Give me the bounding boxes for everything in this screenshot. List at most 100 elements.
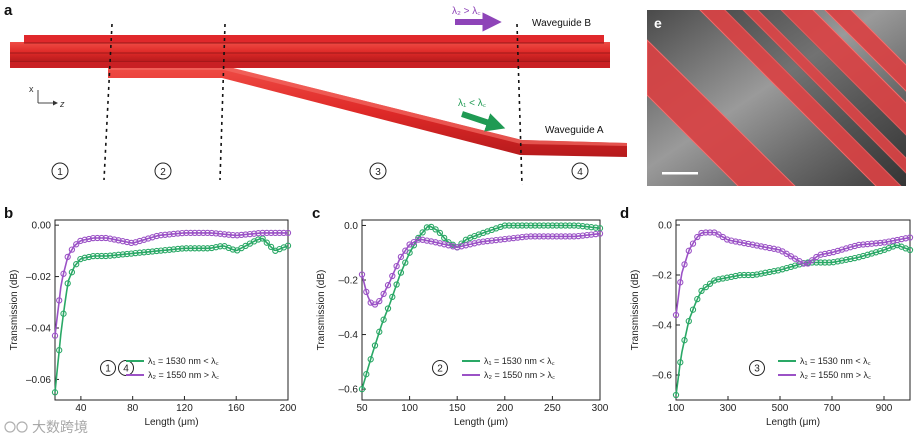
data-point bbox=[527, 222, 534, 229]
data-point bbox=[779, 266, 786, 273]
data-point bbox=[531, 233, 539, 240]
data-point bbox=[234, 232, 241, 239]
x-tick-label: 160 bbox=[228, 403, 245, 414]
panel-label-a: a bbox=[4, 2, 13, 19]
data-point bbox=[745, 240, 752, 248]
data-point bbox=[706, 280, 714, 287]
data-point bbox=[449, 243, 457, 250]
data-point bbox=[183, 229, 190, 237]
data-point bbox=[200, 245, 207, 252]
x-tick-label: 150 bbox=[449, 403, 466, 414]
data-point bbox=[267, 243, 275, 251]
data-point bbox=[458, 243, 465, 250]
watermark-logo-icon bbox=[4, 421, 16, 433]
x-tick-label: 80 bbox=[127, 403, 139, 414]
data-point bbox=[102, 252, 109, 260]
chart-c: 50 100 150 200 250 300 0.0 –0.2 –0.4 –0.6 Length (… bbox=[316, 219, 609, 428]
data-point bbox=[246, 230, 254, 238]
data-point bbox=[843, 245, 850, 252]
data-point bbox=[480, 238, 487, 245]
legend-region-marker bbox=[432, 360, 448, 376]
data-point bbox=[149, 248, 156, 255]
data-point bbox=[685, 317, 692, 325]
data-point bbox=[847, 244, 854, 251]
data-point bbox=[783, 264, 790, 272]
series-line bbox=[361, 224, 601, 390]
y-axis-title: Transmission (dB) bbox=[9, 270, 20, 351]
data-point bbox=[592, 230, 599, 238]
data-point bbox=[592, 224, 599, 231]
data-point bbox=[851, 254, 858, 262]
y-tick-label: –0.06 bbox=[26, 375, 51, 386]
data-point bbox=[518, 222, 526, 229]
data-point bbox=[136, 237, 143, 245]
plot-frame bbox=[54, 219, 289, 401]
data-point bbox=[123, 238, 131, 246]
data-point bbox=[85, 253, 93, 261]
legend-entry: λ₂ = 1550 nm > λ꜀ bbox=[800, 370, 871, 380]
data-point bbox=[191, 245, 198, 252]
svg-text:4: 4 bbox=[577, 167, 583, 178]
data-point bbox=[740, 239, 748, 247]
data-point bbox=[510, 222, 517, 229]
data-point bbox=[566, 222, 573, 229]
waveguide-b-shape bbox=[10, 35, 610, 68]
data-point bbox=[217, 230, 224, 237]
data-point bbox=[855, 241, 863, 249]
data-point bbox=[174, 230, 182, 237]
x-tick-label: 100 bbox=[401, 403, 418, 414]
data-point bbox=[728, 237, 735, 244]
data-point bbox=[208, 244, 215, 252]
x-tick-label: 200 bbox=[280, 403, 297, 414]
waveguide-a-shape bbox=[108, 66, 627, 157]
panel-label-e: e bbox=[654, 15, 662, 31]
data-point bbox=[51, 389, 59, 396]
data-point bbox=[770, 245, 778, 252]
data-point bbox=[136, 249, 143, 256]
data-point bbox=[740, 271, 748, 279]
legend-region-number: 2 bbox=[437, 364, 443, 375]
data-point bbox=[384, 305, 392, 312]
series-2 bbox=[672, 229, 914, 319]
legend-region-marker bbox=[749, 360, 765, 376]
data-point bbox=[380, 290, 387, 298]
data-point bbox=[204, 229, 211, 237]
data-point bbox=[128, 239, 135, 247]
arrow-a-label: λ₁ < λ꜀ bbox=[458, 98, 487, 109]
legend-entry: λ₂ = 1550 nm > λ꜀ bbox=[148, 370, 219, 380]
section-dividers bbox=[103, 23, 523, 186]
data-point bbox=[540, 222, 547, 229]
data-point bbox=[677, 359, 684, 366]
data-point bbox=[826, 249, 833, 257]
data-point bbox=[358, 385, 366, 393]
data-point bbox=[762, 269, 769, 276]
data-point bbox=[906, 246, 914, 254]
data-point bbox=[894, 236, 901, 244]
data-point bbox=[115, 237, 122, 244]
data-point bbox=[864, 240, 871, 248]
data-point bbox=[527, 233, 534, 240]
data-point bbox=[536, 233, 543, 240]
series-2 bbox=[358, 230, 604, 308]
data-point bbox=[753, 242, 760, 249]
data-point bbox=[808, 257, 816, 264]
data-point bbox=[376, 297, 383, 305]
data-point bbox=[140, 249, 148, 256]
data-point bbox=[81, 236, 88, 243]
data-point bbox=[557, 233, 565, 240]
data-point bbox=[596, 230, 604, 237]
data-point bbox=[570, 233, 578, 240]
data-point bbox=[505, 222, 513, 229]
data-point bbox=[821, 259, 829, 266]
data-point bbox=[800, 260, 807, 267]
data-point bbox=[698, 229, 705, 237]
panel-label-b: b bbox=[4, 205, 13, 222]
data-point bbox=[475, 239, 482, 246]
y-tick-label: 0.0 bbox=[658, 221, 672, 232]
data-point bbox=[732, 272, 739, 280]
data-point bbox=[111, 252, 118, 259]
data-point bbox=[753, 271, 760, 278]
data-point bbox=[531, 222, 539, 229]
data-point bbox=[579, 223, 586, 230]
data-point bbox=[85, 235, 93, 243]
